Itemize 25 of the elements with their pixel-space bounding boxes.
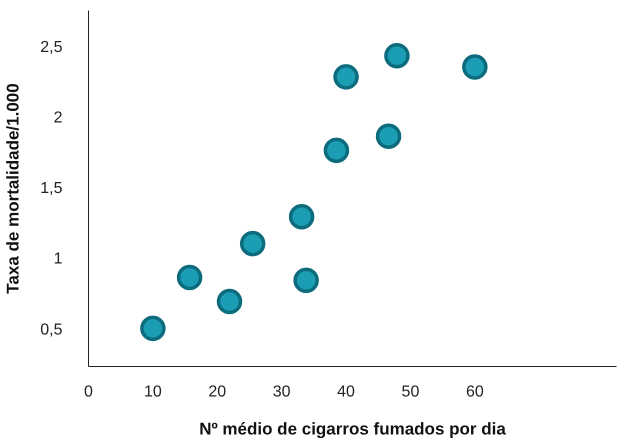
y-axis-title: Taxa de mortalidade/1.000: [3, 83, 22, 294]
point: [140, 316, 166, 342]
x-tick-label: 50: [402, 384, 420, 400]
point: [288, 204, 314, 230]
x-tick-label: 0: [84, 384, 94, 400]
x-tick-label: 10: [144, 384, 162, 400]
x-tick-label: 60: [466, 384, 484, 400]
point: [240, 230, 266, 256]
point: [333, 64, 359, 90]
y-tick-label: 2,5: [40, 38, 63, 56]
y-tick-label: 2: [54, 109, 63, 126]
y-tick-label: 1,5: [40, 180, 63, 198]
point: [324, 138, 350, 164]
point: [216, 288, 242, 314]
point: [462, 54, 488, 80]
point: [384, 42, 410, 68]
point: [293, 268, 319, 294]
x-tick-label: 30: [272, 384, 291, 400]
point: [376, 124, 402, 149]
x-axis-title: Nº médio de cigarros fumados por dia: [199, 420, 506, 438]
point: [176, 264, 202, 290]
x-tick-label: 20: [208, 384, 226, 400]
y-tick-label: 1: [54, 250, 63, 268]
x-tick-label: 40: [337, 384, 356, 400]
y-tick-label: 0,5: [40, 321, 63, 338]
